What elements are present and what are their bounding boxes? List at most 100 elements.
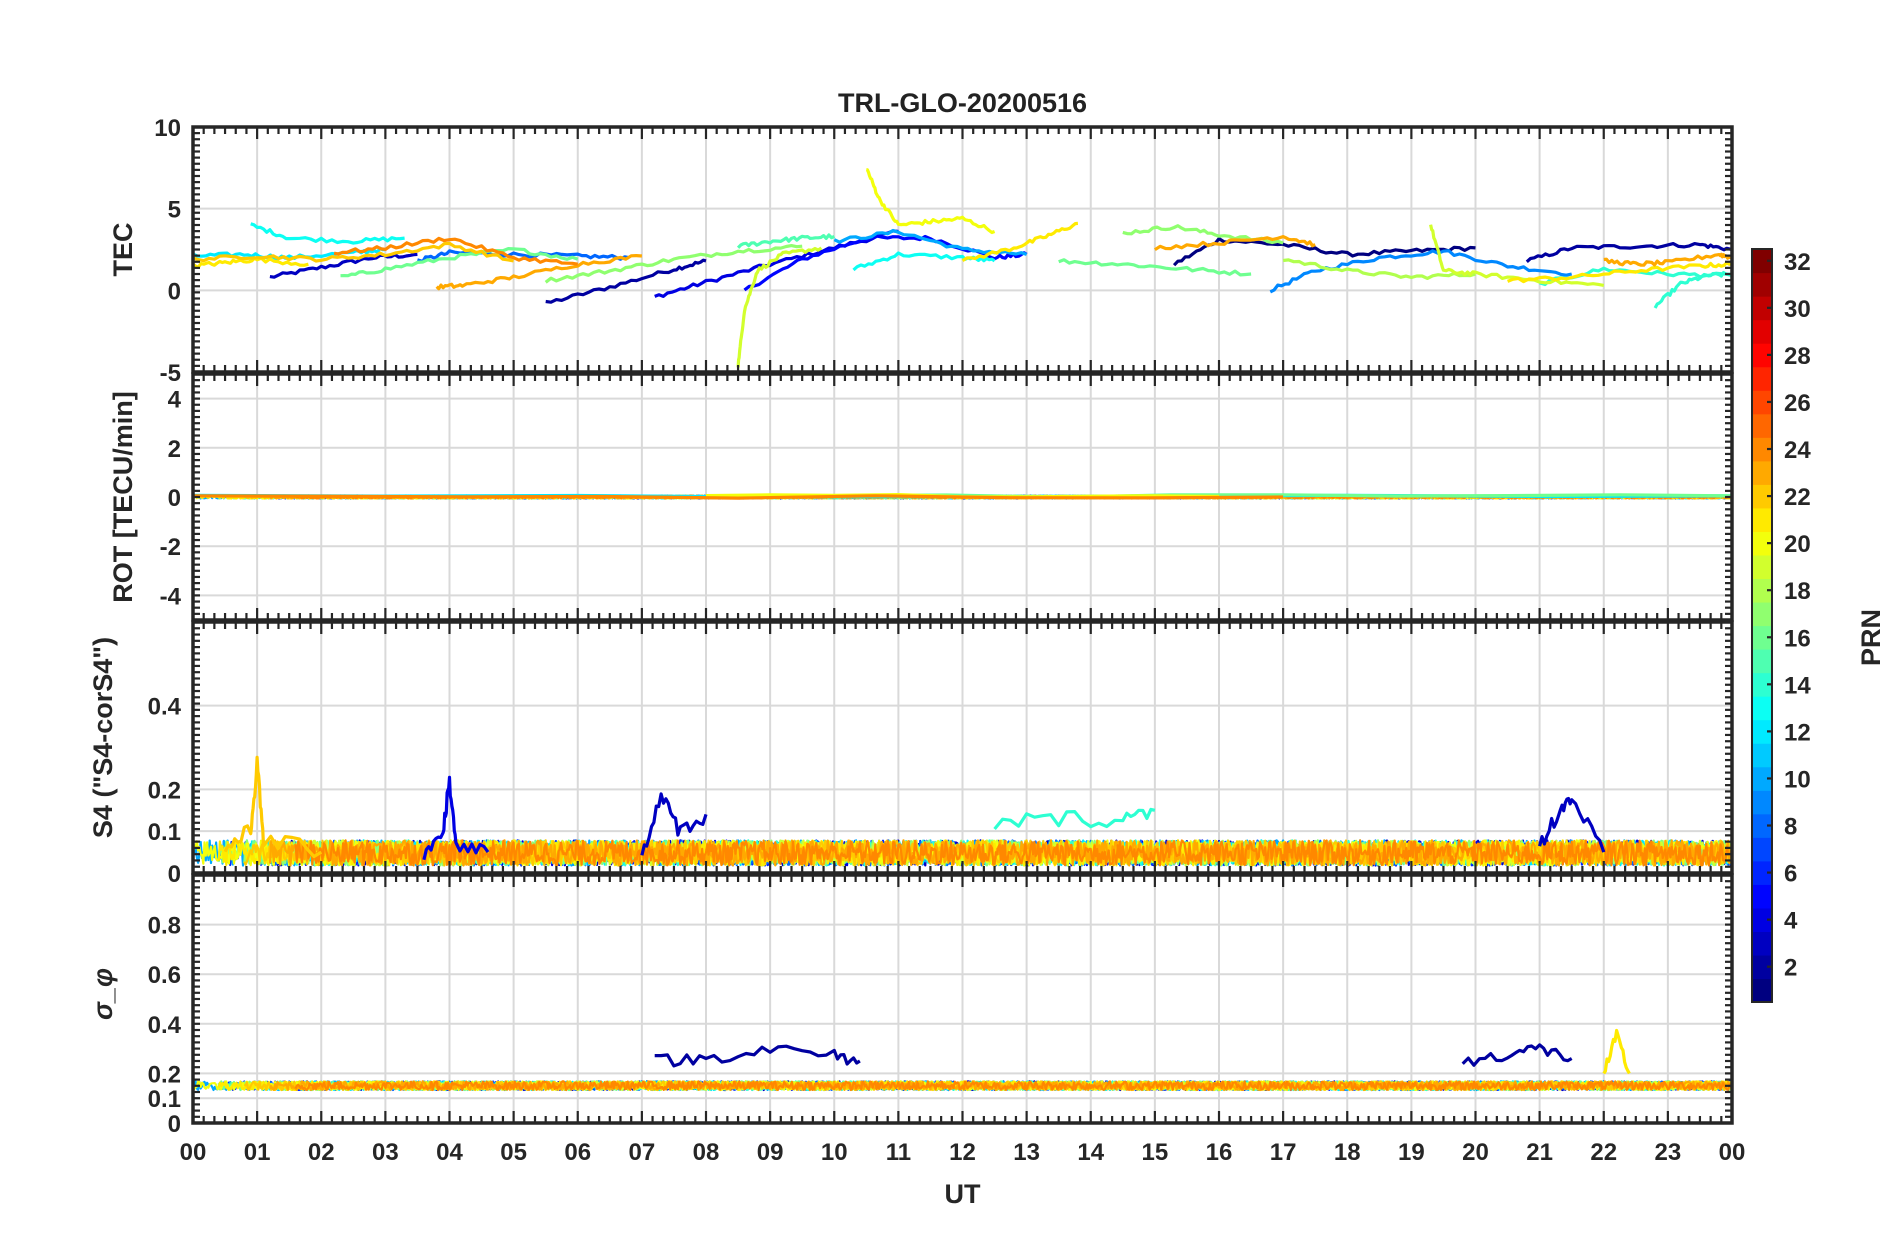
colorbar-swatch-prn-17 (1752, 601, 1772, 627)
series-line-tec-3 (743, 234, 1028, 292)
colorbar-swatch-prn-19 (1752, 554, 1772, 580)
x-tick-label: 15 (1142, 1139, 1169, 1166)
x-tick-label: 23 (1655, 1139, 1682, 1166)
colorbar-swatch-prn-20 (1752, 531, 1772, 556)
colorbar-swatch-prn-18 (1752, 578, 1772, 603)
series-line-tec-26 (193, 241, 514, 263)
series-line-tec-5 (1525, 242, 1732, 263)
x-tick-label: 02 (308, 1139, 335, 1166)
y-tick-label: 0.2 (148, 777, 181, 804)
colorbar-swatch-prn-11 (1752, 743, 1772, 768)
series-line-tec-16 (1058, 258, 1252, 277)
series-line-sigma_phi-0 (654, 1044, 861, 1068)
y-tick-label: 0.4 (148, 1012, 182, 1039)
traces-sigma_phi (193, 1028, 1732, 1092)
colorbar-swatch-prn-3 (1752, 931, 1772, 956)
y-tick-label: 0 (168, 485, 181, 512)
traces-tec (193, 168, 1732, 368)
colorbar-tick-label: 14 (1784, 672, 1811, 699)
y-tick-label: -4 (160, 583, 182, 610)
series-line-s4-3 (640, 792, 708, 856)
series-line-tec-11 (852, 251, 996, 272)
x-tick-label: 12 (949, 1139, 976, 1166)
panel-rot (191, 372, 1734, 622)
colorbar-tick-label: 28 (1784, 343, 1811, 370)
series-line-tec-20 (736, 246, 823, 368)
series-line-tec-25 (1507, 261, 1732, 284)
colorbar-swatch-prn-25 (1752, 413, 1772, 438)
colorbar-swatch-prn-22 (1752, 484, 1772, 509)
colorbar (1751, 248, 1773, 1003)
colorbar-swatch-prn-14 (1752, 672, 1772, 697)
x-tick-label: 11 (886, 1139, 911, 1166)
x-tick-label: 09 (757, 1139, 784, 1166)
series-line-tec-7 (1269, 249, 1573, 294)
colorbar-swatch-prn-24 (1752, 437, 1772, 462)
x-tick-label: 08 (693, 1139, 720, 1166)
x-tick-label: 14 (1077, 1139, 1104, 1166)
y-axis-label-sigma-phi: σ_φ (88, 968, 118, 1020)
x-tick-label: 00 (180, 1139, 207, 1166)
y-tick-label: 0 (168, 861, 181, 888)
series-line-tec-13 (1653, 271, 1732, 309)
series-line-s4-0 (223, 755, 323, 859)
y-tick-label: 0.4 (148, 694, 182, 721)
y-axis-label-s4: S4 ("S4-corS4") (88, 637, 118, 838)
colorbar-swatch-prn-9 (1752, 790, 1772, 815)
x-tick-label: 16 (1206, 1139, 1233, 1166)
noise-trace-prn-24 (294, 1080, 1732, 1092)
series-line-tec-29 (1603, 252, 1732, 267)
series-line-tec-19 (1282, 258, 1476, 280)
x-tick-label: 01 (244, 1139, 271, 1166)
x-tick-label: 03 (372, 1139, 399, 1166)
x-tick-label: 20 (1462, 1139, 1489, 1166)
colorbar-swatch-prn-30 (1752, 296, 1772, 321)
panel-s4 (191, 620, 1734, 875)
x-tick-label: 04 (436, 1139, 463, 1166)
colorbar-swatch-prn-31 (1752, 272, 1772, 297)
y-tick-label: 0.1 (148, 819, 181, 846)
y-tick-label: 0.8 (148, 913, 181, 940)
series-line-tec-24 (961, 221, 1079, 262)
y-tick-label: -5 (160, 360, 181, 387)
y-tick-label: 0.6 (148, 962, 181, 989)
series-line-tec-23 (193, 256, 309, 269)
colorbar-swatch-prn-16 (1752, 625, 1772, 650)
colorbar-tick-label: 4 (1784, 908, 1798, 935)
colorbar-tick-label: 16 (1784, 625, 1811, 652)
colorbar-swatch-prn-5 (1752, 884, 1772, 909)
y-tick-label: 0 (168, 278, 181, 305)
series-line-s4-4 (1538, 796, 1606, 853)
colorbar-tick-label: 2 (1784, 955, 1797, 982)
colorbar-tick-label: 6 (1784, 861, 1797, 888)
colorbar-tick-label: 22 (1784, 484, 1811, 511)
y-tick-label: -2 (160, 534, 181, 561)
x-tick-label: 10 (821, 1139, 848, 1166)
colorbar-swatch-prn-12 (1752, 719, 1772, 744)
series-line-sigma_phi-1 (1461, 1043, 1573, 1067)
x-tick-label: 19 (1398, 1139, 1425, 1166)
series-line-s4-1 (422, 775, 490, 861)
x-tick-label: 22 (1590, 1139, 1617, 1166)
colorbar-swatch-prn-29 (1752, 319, 1772, 344)
y-tick-label: 4 (168, 387, 182, 414)
series-line-s4-2 (993, 807, 1156, 831)
colorbar-swatch-prn-10 (1752, 766, 1772, 791)
y-tick-label: 5 (168, 197, 181, 224)
series-line-tec-28 (1154, 235, 1316, 252)
series-line-tec-14 (736, 233, 835, 249)
x-tick-label: 05 (500, 1139, 527, 1166)
colorbar-tick-label: 26 (1784, 390, 1811, 417)
colorbar-swatch-prn-4 (1752, 907, 1772, 933)
series-line-rot-3 (193, 494, 1284, 500)
colorbar-label: PRN (1856, 609, 1886, 666)
colorbar-tick-label: 12 (1784, 719, 1811, 746)
y-tick-label: 2 (168, 436, 181, 463)
colorbar-frame (1751, 248, 1773, 1003)
y-tick-label: 0.2 (148, 1061, 181, 1088)
traces-s4 (193, 755, 1732, 867)
colorbar-tick-label: 20 (1784, 531, 1811, 558)
series-line-tec-10 (250, 222, 405, 245)
colorbar-swatch-prn-1 (1752, 978, 1772, 1003)
